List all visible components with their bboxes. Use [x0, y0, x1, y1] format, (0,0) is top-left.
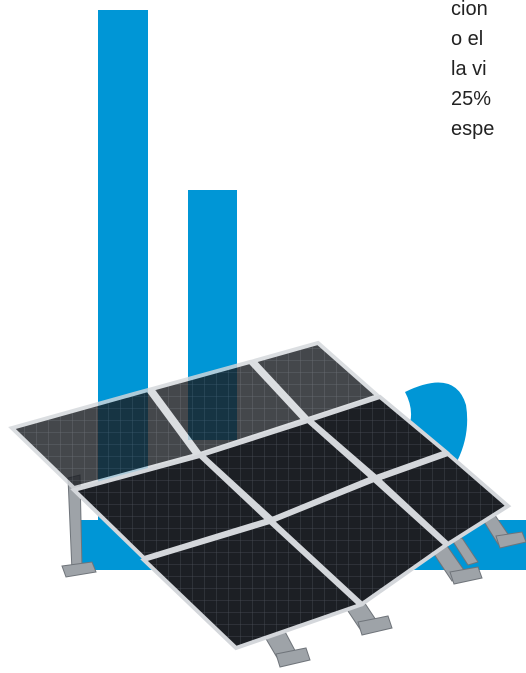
panel-row-middle — [70, 394, 450, 561]
panel-row-back — [8, 340, 382, 491]
text-line: la vi — [451, 58, 487, 80]
panel-row-front — [140, 451, 512, 651]
text-line: espe — [451, 118, 495, 140]
text-line: cion — [451, 0, 488, 20]
text-line: 25% — [451, 88, 492, 110]
text-line: o el — [451, 28, 484, 50]
body-text-fragment: cion o el la vi 25% espe — [451, 0, 526, 144]
